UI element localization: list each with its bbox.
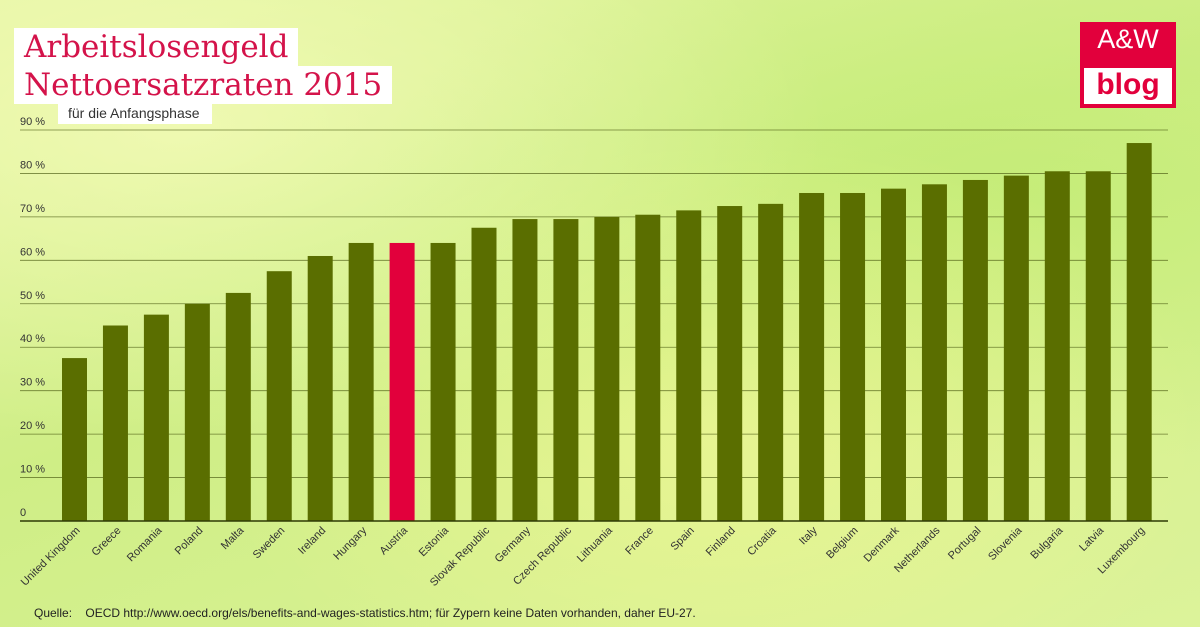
logo-top-text: A&W (1097, 24, 1159, 54)
bar (921, 184, 947, 522)
bar (62, 358, 87, 521)
x-tick-label: Sweden (251, 525, 288, 562)
x-tick-label: Estonia (417, 524, 452, 559)
x-tick-label: Malta (219, 524, 247, 552)
bar (471, 227, 497, 521)
x-tick-label: Romania (125, 524, 165, 564)
bar (307, 255, 333, 521)
y-tick-label: 30 % (20, 377, 45, 389)
bar (962, 179, 988, 521)
bar (389, 242, 415, 521)
bar (102, 325, 128, 521)
y-tick-label: 60 % (20, 246, 45, 258)
y-tick-label: 20 % (20, 420, 45, 432)
source-label: Quelle: (34, 606, 73, 620)
bar (225, 292, 251, 521)
aw-blog-logo[interactable]: A&W blog (1080, 22, 1176, 108)
x-tick-label: Greece (90, 525, 124, 559)
x-tick-label: Ireland (296, 525, 328, 557)
source-note: Quelle: OECD http://www.oecd.org/els/ben… (34, 606, 696, 620)
chart-title-line1: Arbeitslosengeld (14, 28, 299, 66)
chart-subtitle: für die Anfangsphase (58, 103, 212, 124)
y-tick-label: 80 % (20, 159, 45, 171)
bar (184, 303, 210, 521)
y-tick-label: 40 % (20, 333, 45, 345)
y-tick-label: 10 % (20, 464, 45, 476)
bar (881, 188, 906, 521)
bar (1085, 171, 1111, 521)
bar (635, 214, 661, 521)
source-text: OECD http://www.oecd.org/els/benefits-an… (85, 606, 696, 620)
y-tick-label: 70 % (20, 203, 45, 215)
x-tick-label: Latvia (1077, 524, 1107, 554)
y-tick-label: 90 % (20, 116, 45, 128)
x-tick-label: France (623, 525, 656, 558)
x-tick-label: Spain (668, 525, 696, 553)
bar (553, 219, 579, 522)
bar (143, 314, 169, 521)
bar (717, 206, 743, 521)
bar (594, 216, 620, 521)
y-tick-label: 0 (20, 507, 26, 519)
x-tick-label: Denmark (862, 524, 902, 564)
bar (1044, 171, 1070, 521)
bar (430, 242, 456, 521)
bar (676, 210, 702, 521)
y-tick-label: 50 % (20, 290, 45, 302)
x-tick-label: Italy (797, 524, 820, 547)
bar (799, 192, 825, 521)
x-tick-label: Belgium (824, 525, 861, 562)
bar (1003, 175, 1029, 521)
bar (840, 192, 866, 521)
logo-bottom-text: blog (1084, 68, 1172, 104)
x-tick-label: Germany (493, 524, 534, 565)
x-tick-label: Bulgaria (1028, 524, 1066, 562)
bar (266, 271, 292, 521)
x-tick-label: Slovenia (986, 524, 1025, 563)
x-tick-label: Finland (704, 525, 738, 559)
chart-title-line2: Nettoersatzraten 2015 (14, 66, 393, 104)
bar (348, 242, 374, 521)
x-tick-label: Hungary (331, 524, 369, 562)
x-tick-label: Lithuania (575, 524, 616, 565)
x-tick-label: Austria (378, 524, 411, 557)
bar (512, 219, 538, 522)
x-tick-label: Croatia (745, 524, 779, 558)
x-tick-label: Portugal (946, 525, 983, 562)
x-tick-label: Poland (173, 525, 206, 558)
bar (1126, 143, 1152, 522)
bar (758, 203, 784, 521)
x-tick-label: United Kingdom (19, 525, 83, 589)
